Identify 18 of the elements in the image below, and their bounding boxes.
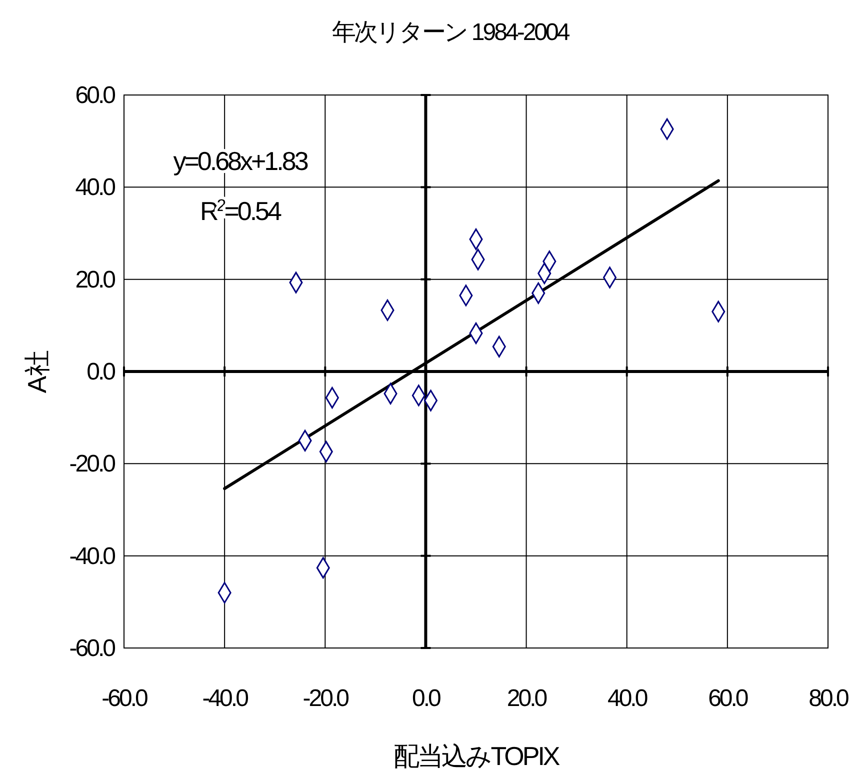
- x-tick-label: 40.0: [608, 685, 648, 712]
- x-tick-label: 60.0: [708, 685, 748, 712]
- chart-title: 年次リターン 1984-2004: [332, 19, 570, 46]
- x-tick-label: -60.0: [102, 685, 148, 712]
- y-tick-label: -60.0: [69, 635, 116, 662]
- y-tick-label: 60.0: [75, 82, 116, 109]
- y-tick-label: 20.0: [75, 266, 116, 294]
- y-tick-label: 0.0: [86, 358, 116, 386]
- y-tick-label: 40.0: [75, 174, 116, 202]
- y-axis-title: A社: [22, 350, 52, 394]
- y-tick-label: -40.0: [69, 542, 116, 570]
- x-tick-label: 80.0: [808, 685, 850, 712]
- x-tick-label: 20.0: [506, 685, 548, 712]
- x-tick-label: -40.0: [202, 685, 249, 712]
- x-tick-label: 0.0: [412, 685, 442, 712]
- y-tick-label: -20.0: [69, 450, 116, 478]
- x-axis-title: 配当込みTOPIX: [394, 741, 560, 771]
- x-tick-label: -20.0: [302, 685, 350, 712]
